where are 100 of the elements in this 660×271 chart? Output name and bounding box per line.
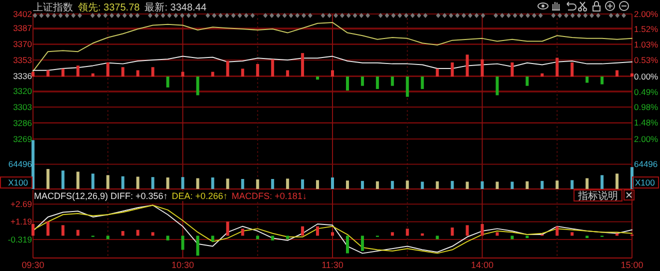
line-series	[32, 56, 632, 71]
bar	[406, 228, 409, 236]
bar	[496, 232, 499, 236]
chart-title: 上证指数	[33, 2, 73, 14]
bar	[256, 179, 260, 189]
x-tick-label: 11:30	[322, 260, 344, 270]
bar	[166, 76, 170, 88]
bar	[286, 236, 290, 240]
bar	[241, 179, 244, 189]
x-tick-label: 09:30	[22, 260, 44, 270]
bar	[331, 70, 334, 76]
y-tick-label: 3320	[13, 86, 32, 96]
x-tick-label: 14:00	[470, 260, 494, 270]
bar	[256, 236, 260, 240]
y2-tick-label: 1.03%	[634, 39, 659, 50]
bar	[406, 180, 409, 189]
bar	[286, 70, 290, 76]
bar	[151, 67, 154, 76]
y-tick-label: 3336	[13, 71, 32, 82]
annotation: MACDFS: +0.181↓	[232, 191, 307, 202]
bar	[510, 62, 514, 76]
bar	[436, 236, 439, 240]
bar	[346, 180, 349, 189]
bar	[46, 70, 50, 76]
y-axis-title: X100	[8, 177, 28, 188]
bar	[360, 236, 364, 251]
bar	[510, 236, 514, 240]
bar	[256, 64, 260, 76]
bar	[510, 182, 514, 189]
bar	[226, 60, 230, 76]
bar	[570, 62, 574, 76]
bar	[136, 176, 140, 189]
bar	[136, 70, 140, 76]
bar	[586, 236, 589, 238]
bar	[331, 232, 334, 236]
bar	[390, 232, 394, 236]
bar	[450, 180, 454, 189]
bar	[346, 76, 349, 91]
bar	[136, 230, 140, 236]
bar	[556, 226, 559, 236]
bar	[61, 170, 64, 189]
bar	[616, 70, 619, 76]
bar	[121, 231, 124, 236]
bar	[556, 180, 559, 189]
bar	[211, 177, 214, 189]
bar	[271, 179, 274, 189]
bar	[46, 169, 50, 189]
bar	[196, 76, 200, 96]
y-tick-label: 64496	[8, 159, 32, 170]
bar	[166, 177, 170, 189]
line-series	[32, 204, 632, 254]
bar	[106, 175, 110, 189]
bar	[360, 180, 364, 189]
bar	[106, 236, 110, 240]
y-tick-label: 3269	[13, 134, 32, 144]
bar	[526, 76, 529, 86]
y2-tick-label: 1.52%	[634, 24, 659, 34]
bar	[151, 232, 154, 236]
bar	[46, 222, 50, 236]
bar	[32, 224, 34, 236]
bar	[346, 236, 349, 254]
y-tick-label: +2.69	[10, 199, 32, 210]
bar	[586, 76, 589, 83]
bar	[420, 76, 424, 89]
bar	[241, 228, 244, 236]
bar	[211, 72, 214, 76]
y-tick-label: 3387	[13, 23, 32, 34]
bar	[526, 181, 529, 189]
bar	[466, 54, 469, 76]
bar	[301, 179, 304, 189]
bar	[76, 172, 80, 189]
bar	[600, 175, 604, 189]
bar	[466, 182, 469, 189]
bar	[106, 62, 110, 76]
line-series	[32, 22, 632, 72]
bar	[151, 177, 154, 189]
x-tick-label: 15:00	[620, 260, 644, 270]
bar	[271, 59, 274, 76]
y-tick-label: +1.19	[10, 216, 32, 227]
bar	[556, 58, 559, 76]
text: 最新: 3348.44	[144, 2, 207, 14]
y-tick-label: 3370	[13, 39, 32, 50]
bar	[76, 66, 80, 76]
bar	[616, 174, 619, 189]
bar	[630, 73, 634, 76]
bar	[570, 232, 574, 236]
bar	[376, 181, 379, 189]
bar	[360, 76, 364, 86]
bar	[331, 177, 334, 189]
bar	[316, 180, 320, 189]
x-tick-label: 10:30	[171, 260, 194, 270]
bar	[241, 68, 244, 76]
bar	[226, 178, 230, 189]
bar	[420, 182, 424, 189]
y-tick-label: -0.319	[8, 234, 32, 244]
bar	[570, 180, 574, 189]
bar	[301, 226, 304, 236]
bar	[121, 67, 124, 76]
annotation: DEA: +0.266↑	[172, 191, 228, 202]
bar	[390, 76, 394, 86]
